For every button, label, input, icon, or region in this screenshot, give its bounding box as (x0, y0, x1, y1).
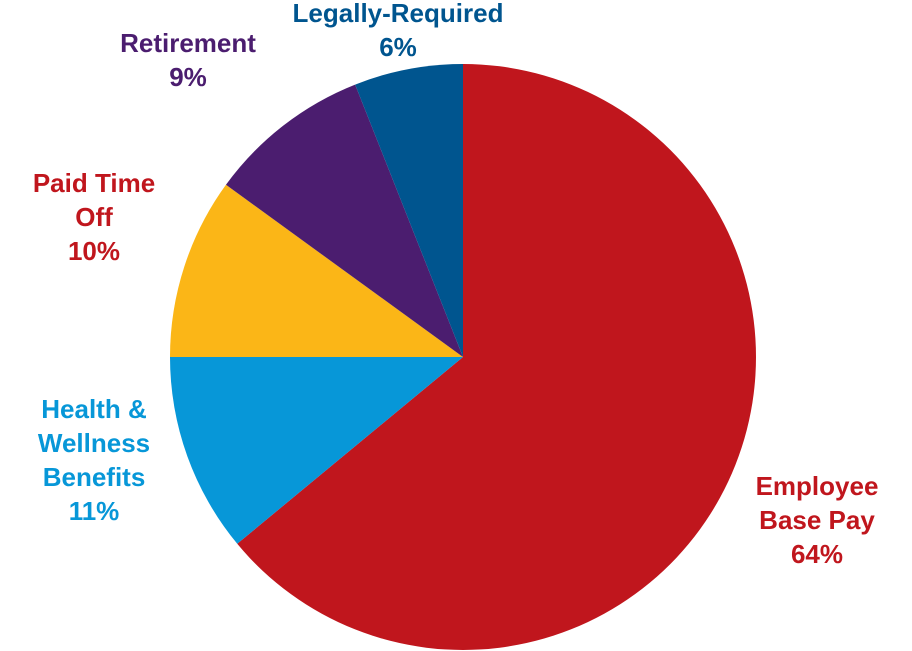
slice-name-line: Paid Time (33, 168, 155, 198)
pie-slice-2 (170, 184, 463, 357)
slice-label-0: Employee Base Pay 64% (756, 471, 879, 569)
slice-label-4: Legally-Required 6% (293, 0, 504, 62)
pie-slice-1 (170, 357, 463, 544)
slice-name-line: Retirement (120, 28, 256, 58)
slice-value-label: 10% (68, 236, 120, 266)
slice-label-1: Health & Wellness Benefits 11% (38, 394, 150, 526)
slice-value-label: 6% (379, 32, 417, 62)
slice-name-line: Employee (756, 471, 879, 501)
slice-name-line: Off (75, 202, 113, 232)
slice-label-3: Retirement 9% (120, 28, 256, 92)
pie-slices (170, 64, 756, 650)
slice-name-line: Wellness (38, 428, 150, 458)
pie-slice-3 (225, 84, 463, 357)
slice-value-label: 64% (791, 539, 843, 569)
slice-label-2: Paid Time Off 10% (33, 168, 155, 266)
slice-name-line: Legally-Required (293, 0, 504, 28)
slice-name-line: Base Pay (759, 505, 875, 535)
slice-name-line: Health & (41, 394, 146, 424)
slice-labels: Employee Base Pay 64% Health & Wellness Benef… (33, 0, 879, 569)
slice-value-label: 9% (169, 62, 207, 92)
slice-value-label: 11% (69, 496, 120, 526)
pie-slice-4 (355, 64, 463, 357)
slice-name-line: Benefits (43, 462, 146, 492)
pie-slice-0 (237, 64, 756, 650)
